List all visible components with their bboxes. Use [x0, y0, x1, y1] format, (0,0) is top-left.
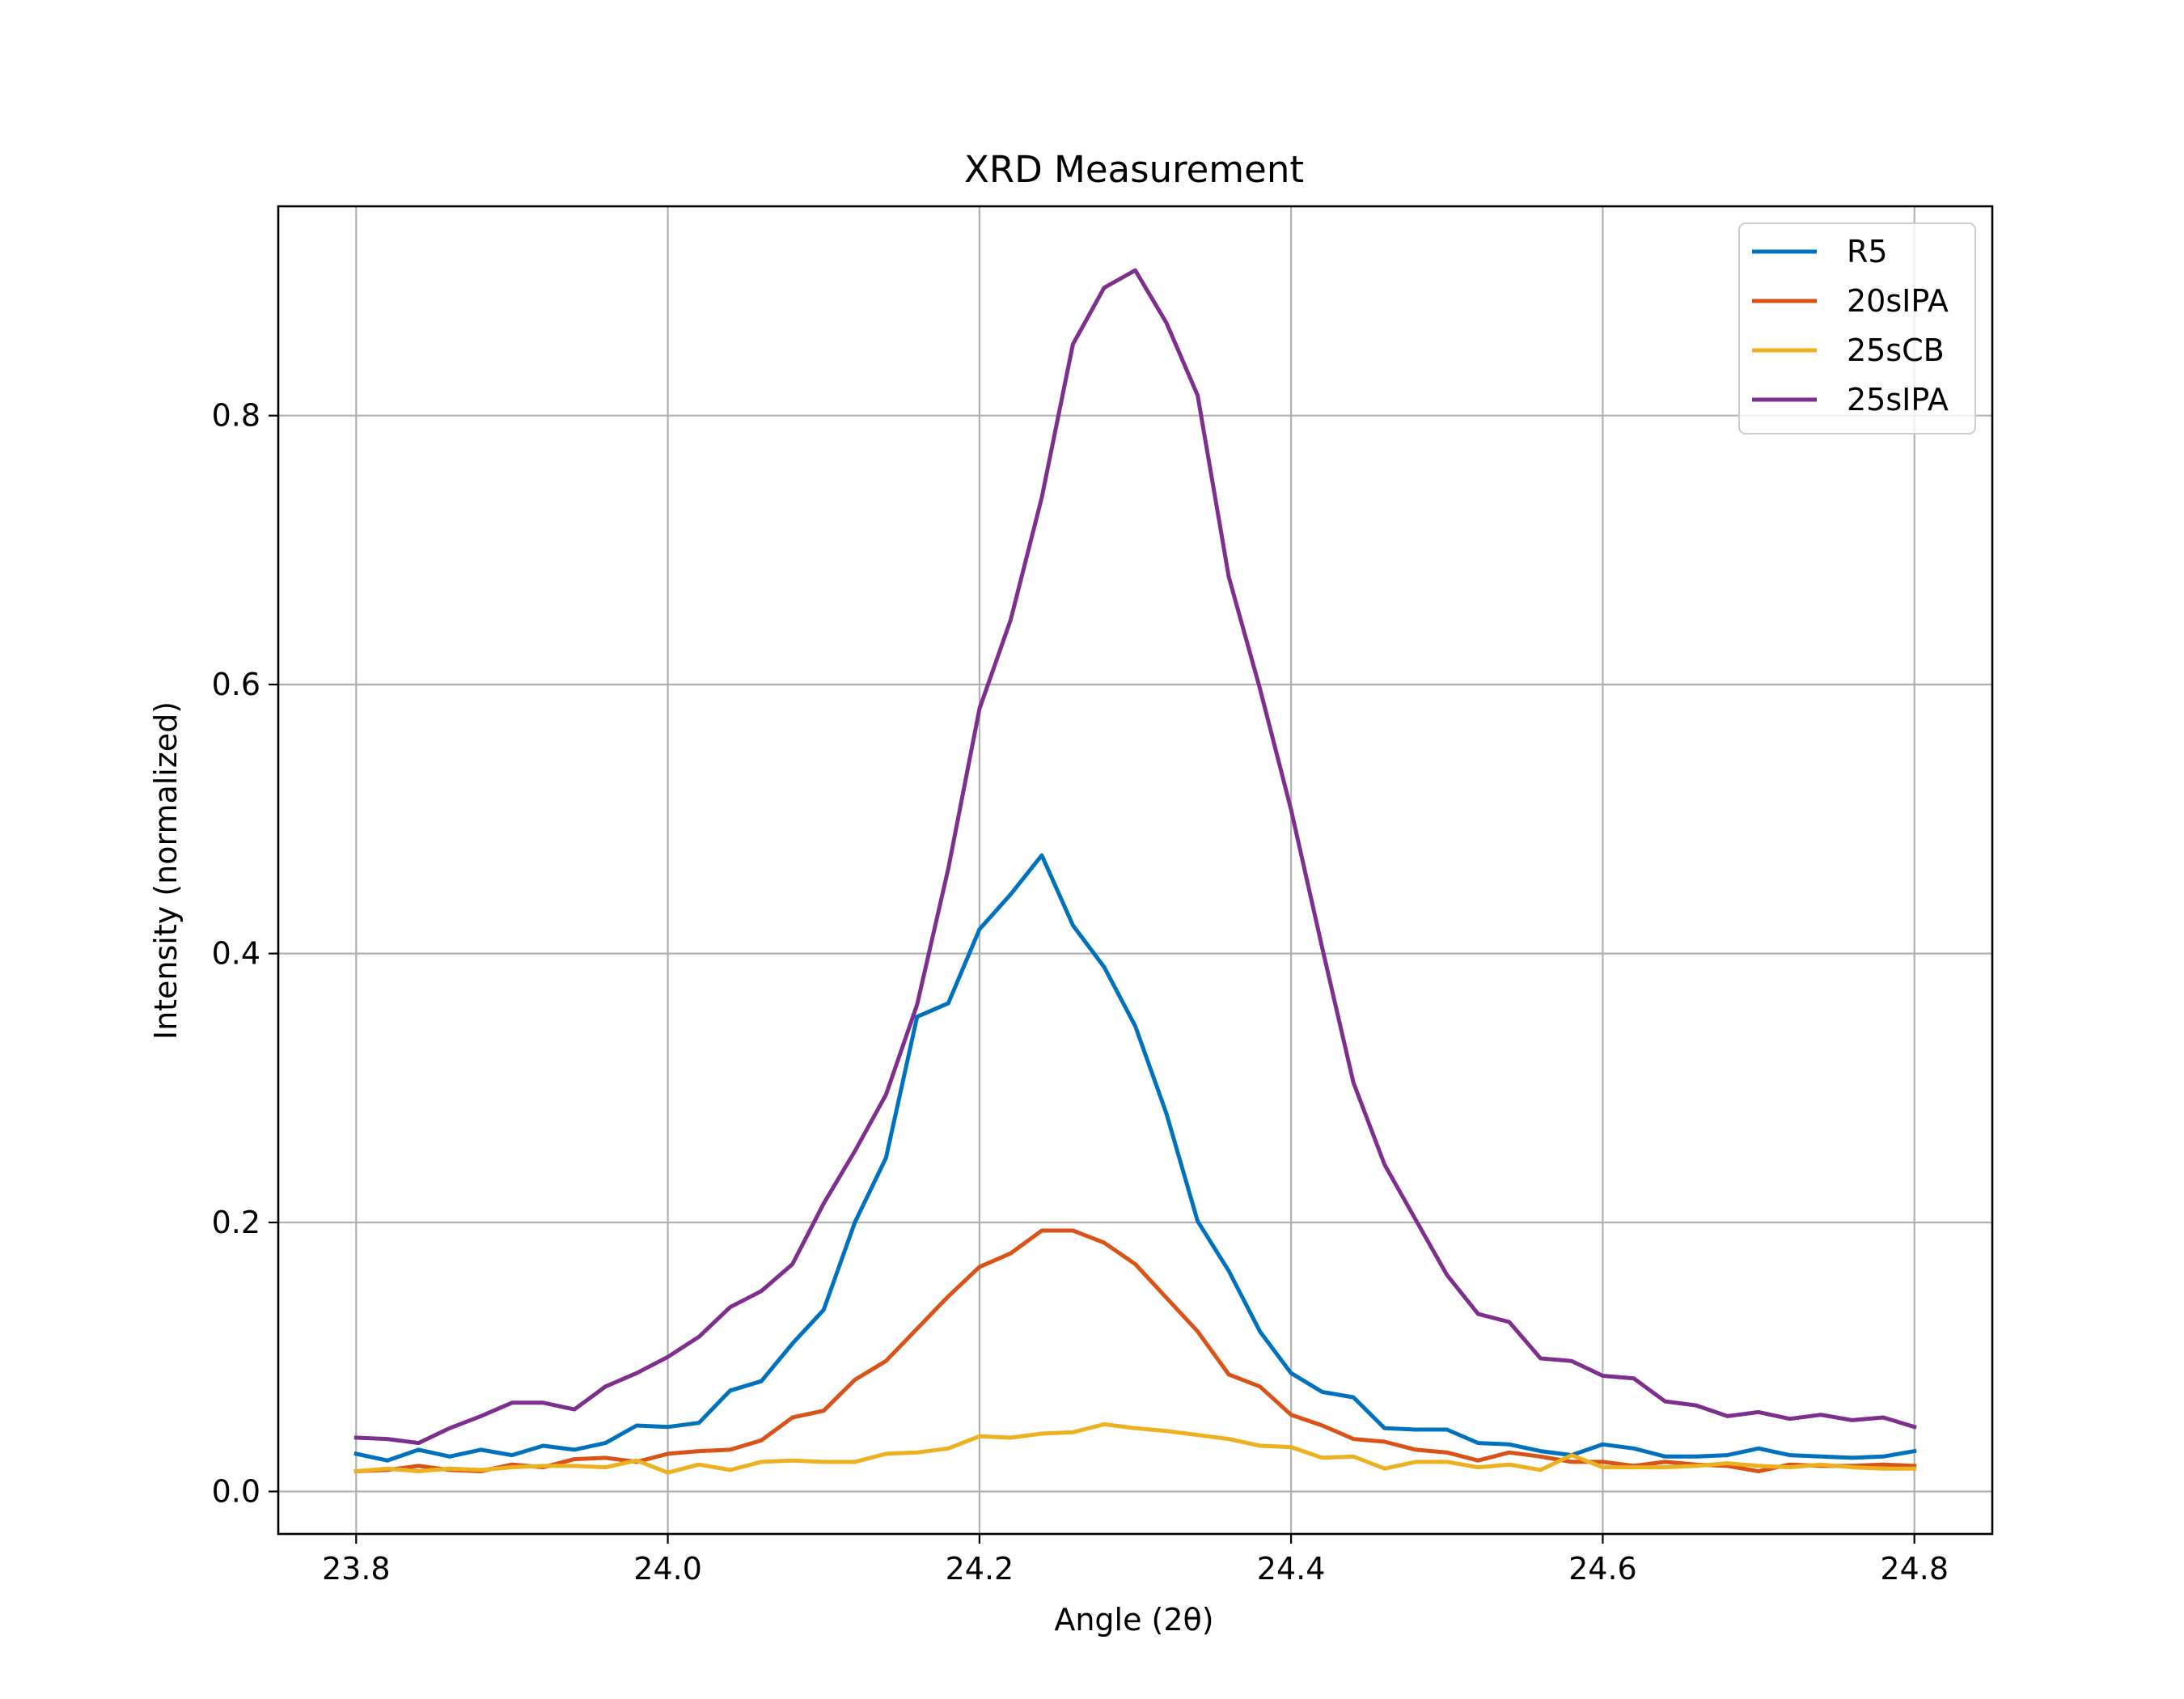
legend-label: 25sCB	[1847, 333, 1945, 368]
x-tick-label: 23.8	[322, 1551, 391, 1587]
y-tick-label: 0.2	[212, 1205, 260, 1240]
x-tick-label: 24.8	[1880, 1551, 1949, 1587]
x-axis-label: Angle (2θ)	[1054, 1602, 1213, 1638]
series-line-r5	[353, 853, 1917, 1463]
x-tick-label: 24.0	[633, 1551, 702, 1587]
x-tick-label: 24.2	[946, 1551, 1014, 1587]
y-tick-label: 0.6	[212, 667, 260, 702]
axis-ticks: 23.8 24.0 24.2 24.4 24.6 24.8 0.0 0.2 0.4 0.6 0.8	[212, 398, 1949, 1587]
series-line-20sipa	[353, 1228, 1917, 1474]
legend-label: R5	[1847, 234, 1888, 269]
legend: R5 20sIPA 25sCB 25sIPA	[1738, 222, 1976, 434]
series-line-25scb	[353, 1421, 1917, 1475]
y-axis-label: Intensity (normalized)	[148, 701, 184, 1040]
series-lines	[353, 268, 1917, 1475]
chart-title: XRD Measurement	[964, 148, 1304, 191]
plot-area-frame	[277, 205, 1994, 1536]
y-tick-label: 0.0	[212, 1474, 260, 1510]
legend-label: 25sIPA	[1847, 382, 1949, 417]
x-tick-label: 24.4	[1257, 1551, 1326, 1587]
y-tick-label: 0.8	[212, 398, 260, 434]
x-tick-label: 24.6	[1568, 1551, 1637, 1587]
series-line-25sipa	[353, 268, 1917, 1446]
legend-label: 20sIPA	[1847, 283, 1949, 319]
legend-box	[1738, 222, 1976, 434]
y-tick-label: 0.4	[212, 936, 260, 972]
grid	[278, 206, 1992, 1534]
